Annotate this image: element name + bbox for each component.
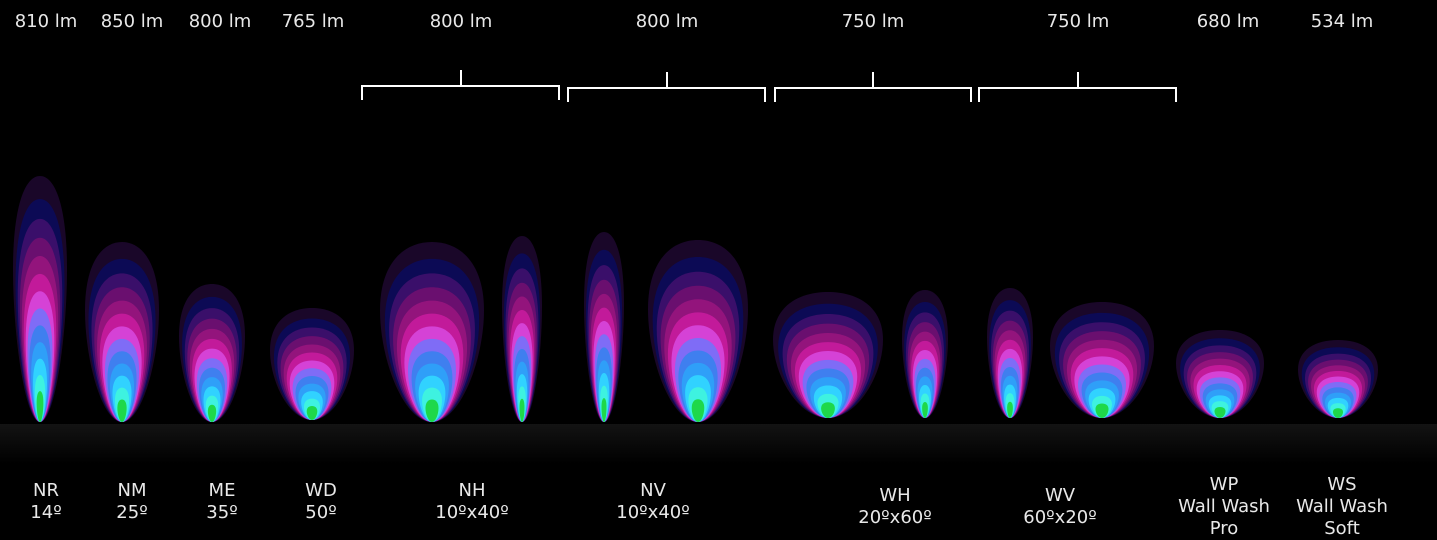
optic-label-wp: WP Wall Wash Pro: [1178, 474, 1270, 539]
beam-plot-nh-wide: [380, 242, 484, 422]
isolux-contour: [691, 399, 705, 422]
isolux-contour: [601, 398, 607, 422]
beam-plot-wd: [270, 308, 354, 420]
floor-shading: [0, 424, 1437, 464]
isolux-contour: [922, 401, 928, 418]
group-bracket-nh: [361, 70, 560, 100]
lumen-label-nm: 850 lm: [100, 11, 164, 32]
isolux-contour: [519, 398, 525, 422]
isolux-contour: [36, 391, 44, 422]
beam-plot-wv-narrow: [987, 288, 1033, 418]
beam-plot-nv-narrow: [584, 232, 624, 422]
optic-label-wd: WD 50º: [305, 480, 337, 523]
lumen-label-me: 800 lm: [188, 11, 252, 32]
optic-label-nr: NR 14º: [30, 480, 62, 523]
beam-plot-nv-wide: [648, 240, 748, 422]
group-bracket-wv: [978, 72, 1177, 102]
beam-plot-wv-wide: [1050, 302, 1154, 418]
isolux-contour: [1095, 403, 1109, 418]
isolux-contour: [117, 399, 127, 422]
lumen-label-nh: 800 lm: [429, 11, 493, 32]
lumen-label-wp: 680 lm: [1196, 11, 1260, 32]
isolux-contour: [1332, 408, 1344, 418]
isolux-contour: [425, 399, 439, 422]
beam-plot-ws: [1298, 340, 1378, 418]
optic-label-ws: WS Wall Wash Soft: [1296, 474, 1388, 539]
isolux-contour: [306, 405, 318, 420]
beam-plot-wh-narrow: [902, 290, 948, 418]
group-bracket-wh: [774, 72, 972, 102]
optic-label-nm: NM 25º: [116, 480, 148, 523]
optic-label-wh: WH 20ºx60º: [858, 485, 932, 528]
isolux-contour: [1007, 401, 1013, 418]
lumen-label-wh: 750 lm: [841, 11, 905, 32]
lumen-label-nv: 800 lm: [635, 11, 699, 32]
isolux-contour: [821, 402, 835, 418]
lumen-label-ws: 534 lm: [1310, 11, 1374, 32]
beam-plot-nm: [85, 242, 159, 422]
lumen-label-nr: 810 lm: [14, 11, 78, 32]
isolux-contour: [207, 404, 217, 422]
beam-plot-wh-wide: [773, 292, 883, 418]
beam-plot-wp: [1176, 330, 1264, 418]
beam-plot-nh-narrow: [502, 236, 542, 422]
lumen-label-wv: 750 lm: [1046, 11, 1110, 32]
group-bracket-nv: [567, 72, 766, 102]
optic-label-me: ME 35º: [206, 480, 238, 523]
optic-label-nh: NH 10ºx40º: [435, 480, 509, 523]
optic-label-nv: NV 10ºx40º: [616, 480, 690, 523]
beam-plot-nr: [13, 176, 67, 422]
lumen-label-wd: 765 lm: [281, 11, 345, 32]
beam-plot-me: [179, 284, 245, 422]
optic-label-wv: WV 60ºx20º: [1023, 485, 1097, 528]
isolux-contour: [1214, 406, 1226, 418]
